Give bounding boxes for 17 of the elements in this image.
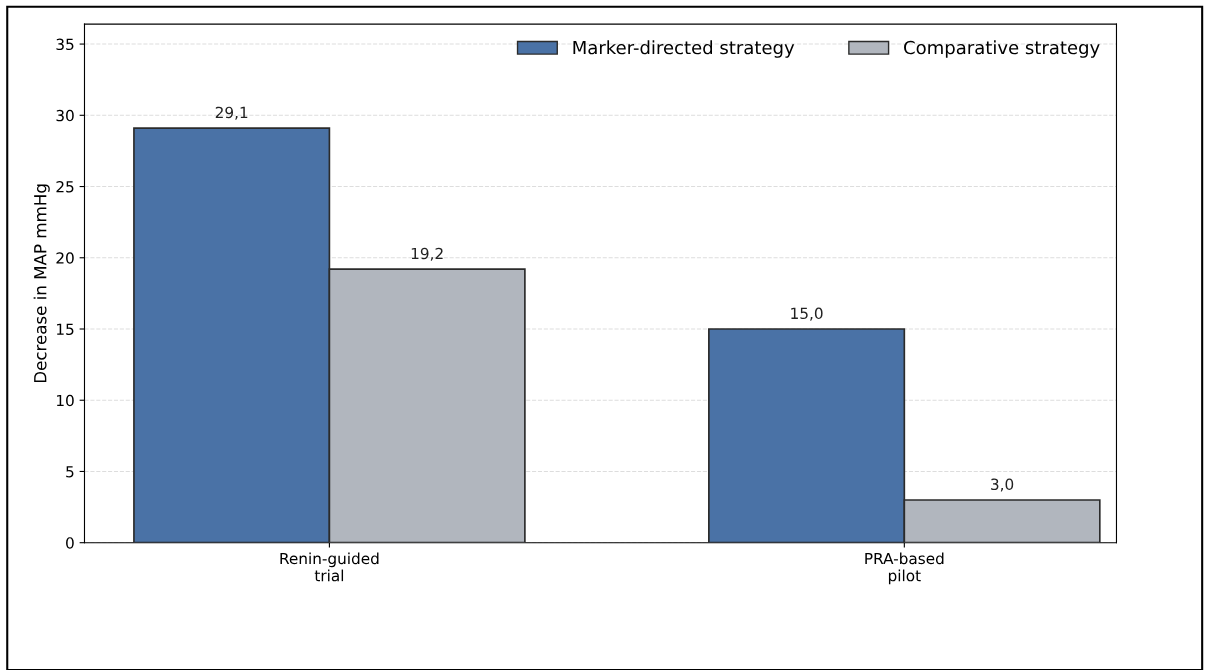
y-tick-label: 10	[57, 394, 74, 407]
y-axis-title: Decrease in MAP mmHg	[33, 184, 50, 383]
legend-label: Comparative strategy	[904, 40, 1100, 58]
data-label: 3,0	[991, 478, 1014, 492]
legend-label: Marker-directed strategy	[573, 40, 795, 58]
data-label: 19,2	[411, 247, 443, 261]
y-tick-label: 20	[56, 252, 74, 264]
data-label: 29,1	[215, 106, 248, 120]
y-tick-label: 0	[66, 537, 74, 549]
y-tick-label: 25	[56, 181, 74, 193]
y-tick-label: 5	[66, 466, 74, 478]
x-tick-label: Renin-guided trial	[280, 552, 379, 582]
data-label: 15,0	[791, 307, 823, 321]
y-tick-label: 35	[56, 38, 74, 51]
y-tick-label: 15	[57, 323, 74, 336]
y-tick-label: 30	[56, 109, 74, 122]
x-tick-label: PRA-based pilot	[865, 552, 944, 585]
